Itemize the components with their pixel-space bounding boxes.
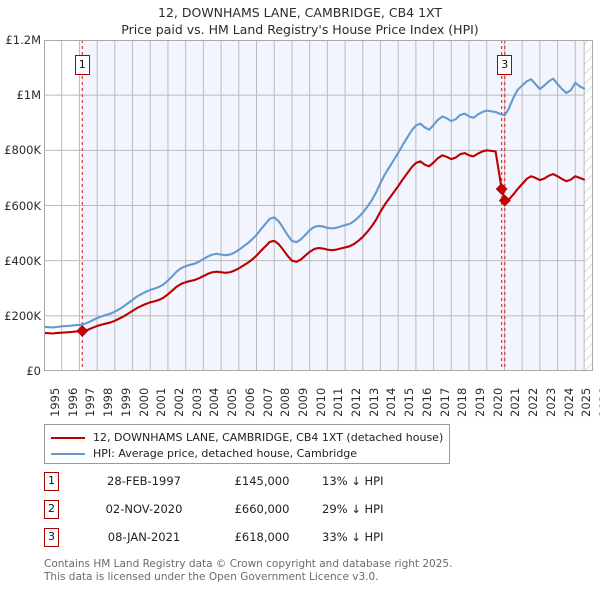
page-subtitle: Price paid vs. HM Land Registry's House … [121, 22, 479, 37]
y-axis-tick-label: £200K [4, 308, 41, 323]
x-axis-tick-label: 2012 [349, 387, 364, 417]
x-axis-tick-label: 2020 [490, 387, 505, 417]
x-axis-tick-label: 1998 [101, 387, 116, 417]
price-history-line-chart [44, 40, 593, 371]
y-axis-labels: £0 £200K £400K £600K £800K £1M £1.2M [0, 33, 44, 378]
title-block: 12, DOWNHAMS LANE, CAMBRIDGE, CB4 1XT Pr… [0, 4, 600, 38]
x-axis-tick-label: 2000 [136, 387, 151, 417]
chart-legend: 12, DOWNHAMS LANE, CAMBRIDGE, CB4 1XT (d… [44, 424, 450, 464]
y-axis-tick-label: £600K [4, 198, 41, 213]
transaction-price: £660,000 [234, 502, 290, 516]
transaction-date: 08-JAN-2021 [107, 530, 181, 544]
x-axis-tick-label: 2001 [154, 387, 169, 417]
x-axis-tick-label: 2009 [295, 387, 310, 417]
x-axis-tick-label: 2010 [313, 387, 328, 417]
x-axis-tick-label: 2015 [402, 387, 417, 417]
x-axis-tick-label: 1996 [65, 387, 80, 417]
transaction-date: 28-FEB-1997 [107, 474, 181, 488]
chart-marker-1: 1 [74, 55, 90, 75]
chart-marker-3: 3 [497, 55, 513, 75]
x-axis-tick-label: 2011 [331, 387, 346, 417]
legend-label: 12, DOWNHAMS LANE, CAMBRIDGE, CB4 1XT (d… [93, 431, 444, 444]
x-axis-tick-label: 2023 [543, 387, 558, 417]
x-axis-tick-label: 2021 [508, 387, 523, 417]
footer-line-1: Contains HM Land Registry data © Crown c… [44, 558, 453, 570]
y-axis-tick-label: £1M [16, 88, 41, 103]
event-lines [81, 40, 506, 371]
transaction-row: 3 08-JAN-2021 £618,000 33% ↓ HPI [44, 528, 474, 556]
legend-color-swatch [51, 452, 85, 455]
transaction-date: 02-NOV-2020 [105, 502, 183, 516]
series-lines [44, 77, 586, 335]
y-axis-tick-label: £400K [4, 253, 41, 268]
transaction-hpi-delta: 33% ↓ HPI [322, 530, 384, 544]
x-axis-tick-label: 2008 [278, 387, 293, 417]
transaction-hpi-delta: 13% ↓ HPI [322, 474, 384, 488]
transactions-table: 1 28-FEB-1997 £145,000 13% ↓ HPI 2 02-NOV-202… [44, 472, 474, 556]
x-axis-tick-label: 2018 [455, 387, 470, 417]
legend-label: HPI: Average price, detached house, Camb… [93, 447, 358, 460]
x-axis-tick-label: 2016 [419, 387, 434, 417]
x-axis-tick-label: 2003 [189, 387, 204, 417]
transaction-price: £145,000 [234, 474, 290, 488]
y-axis-tick-label: £0 [26, 364, 41, 378]
x-axis-tick-label: 1997 [83, 387, 98, 417]
x-axis-tick-label: 2005 [225, 387, 240, 417]
x-axis-tick-label: 2004 [207, 387, 222, 417]
x-axis-labels: 1995 1996 1997 1998 1999 2000 2001 2002 2003 2004… [44, 373, 600, 419]
transaction-index-badge: 2 [44, 500, 59, 519]
event-markers [76, 183, 511, 337]
x-axis-tick-label: 2024 [561, 387, 576, 417]
x-axis-tick-label: 1995 [48, 387, 62, 417]
x-axis-tick-label: 1999 [118, 387, 133, 417]
transaction-row: 2 02-NOV-2020 £660,000 29% ↓ HPI [44, 500, 474, 528]
transaction-hpi-delta: 29% ↓ HPI [322, 502, 384, 516]
transaction-index-badge: 3 [44, 528, 59, 547]
hatched-span [583, 40, 593, 371]
legend-color-swatch [51, 436, 85, 439]
footer: Contains HM Land Registry data © Crown c… [44, 558, 564, 583]
footer-line-2: This data is licensed under the Open Gov… [44, 570, 379, 583]
x-axis-tick-label: 2002 [171, 387, 186, 417]
page-title: 12, DOWNHAMS LANE, CAMBRIDGE, CB4 1XT [158, 5, 442, 20]
legend-item: HPI: Average price, detached house, Camb… [51, 446, 443, 461]
legend-item: 12, DOWNHAMS LANE, CAMBRIDGE, CB4 1XT (d… [51, 430, 443, 445]
x-axis-tick-label: 2007 [260, 387, 275, 417]
x-axis-tick-label: 2014 [384, 387, 399, 417]
transaction-index-badge: 1 [44, 472, 59, 491]
x-axis-tick-label: 2019 [473, 387, 488, 417]
y-axis-tick-label: £1.2M [5, 33, 41, 47]
x-axis-tick-label: 2006 [242, 387, 257, 417]
chart-plot-area [44, 40, 593, 371]
x-axis-tick-label: 2013 [366, 387, 381, 417]
x-axis-tick-label: 2022 [526, 387, 541, 417]
x-axis-tick-label: 2025 [579, 387, 594, 417]
transaction-price: £618,000 [234, 530, 290, 544]
x-axis-tick-label: 2017 [437, 387, 452, 417]
y-axis-tick-label: £800K [4, 143, 41, 158]
transaction-row: 1 28-FEB-1997 £145,000 13% ↓ HPI [44, 472, 474, 500]
